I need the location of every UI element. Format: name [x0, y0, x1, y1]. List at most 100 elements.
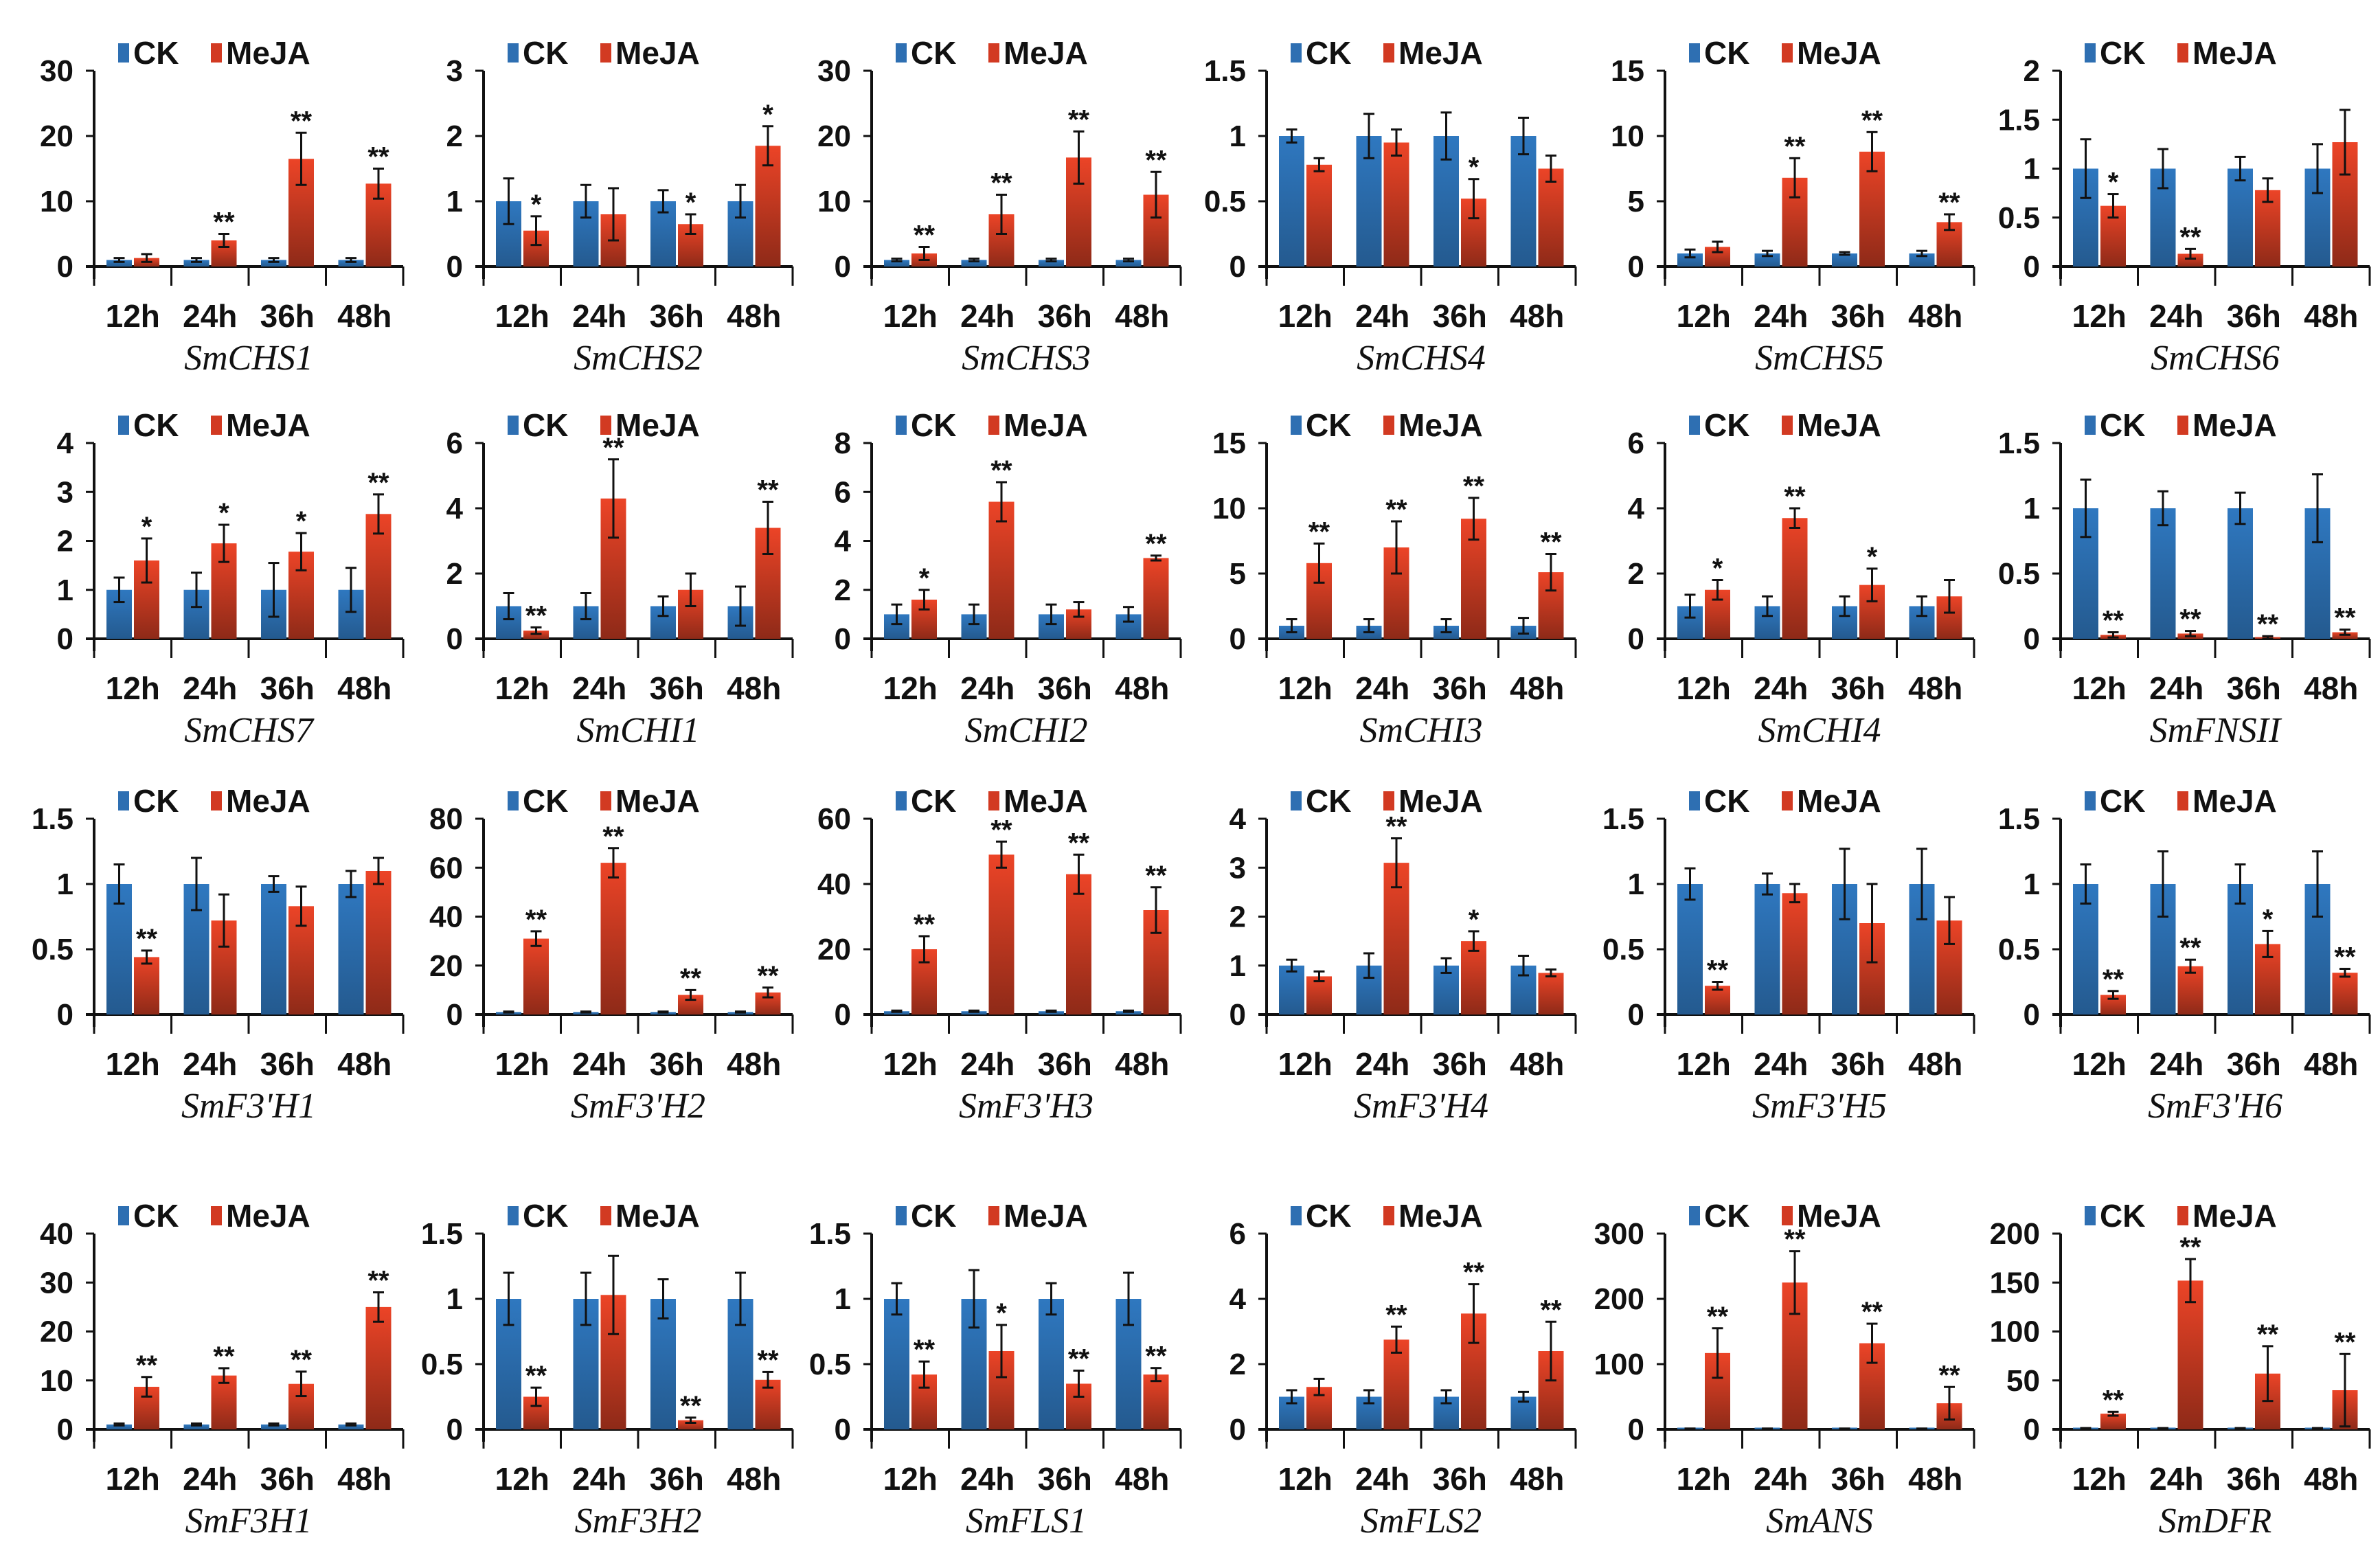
ck-error-bar — [2312, 143, 2323, 194]
legend-label-ck: CK — [1306, 783, 1351, 819]
y-tick-label: 10 — [1611, 120, 1644, 153]
meja-error-bar — [1944, 213, 1955, 231]
legend-label-ck: CK — [1306, 1198, 1351, 1234]
meja-error-bar — [1712, 579, 1723, 601]
meja-error-bar — [918, 246, 930, 261]
significance-label: ** — [1784, 481, 1806, 512]
ck-error-bar — [268, 257, 280, 263]
y-tick-label: 60 — [817, 802, 851, 836]
significance-label: ** — [990, 168, 1012, 199]
x-tick-label: 24h — [1754, 298, 1808, 334]
ck-error-bar — [268, 875, 280, 893]
meja-error-bar — [1712, 240, 1723, 253]
gene-title: SmF3H1 — [185, 1501, 313, 1541]
x-tick-label: 36h — [1038, 1046, 1092, 1082]
legend-label-meja: MeJA — [1398, 783, 1483, 819]
x-tick-label: 36h — [1831, 670, 1885, 706]
y-tick-label: 0 — [2024, 1413, 2040, 1447]
meja-error-bar — [685, 213, 696, 235]
x-tick-label: 36h — [1433, 1046, 1487, 1082]
meja-error-bar — [2262, 177, 2274, 203]
ck-bar — [338, 884, 364, 1014]
meja-error-bar — [996, 194, 1007, 235]
y-tick-label: 1.5 — [32, 802, 73, 836]
meja-error-bar — [1391, 520, 1402, 575]
ck-error-bar — [191, 1422, 202, 1427]
y-tick-label: 2 — [446, 557, 463, 591]
legend-swatch-ck — [896, 1206, 907, 1225]
x-tick-label: 36h — [1433, 298, 1487, 334]
legend-swatch-ck — [896, 791, 907, 810]
meja-bar — [2332, 973, 2358, 1014]
ck-error-bar — [345, 870, 356, 898]
legend-label-meja: MeJA — [1004, 783, 1088, 819]
y-tick-label: 6 — [835, 475, 851, 509]
meja-error-bar — [1468, 930, 1480, 952]
legend: CK MeJA — [118, 783, 310, 819]
meja-error-bar — [1866, 567, 1878, 602]
x-tick-label: 48h — [337, 670, 392, 706]
legend-swatch-meja — [211, 416, 222, 435]
ck-bar — [1039, 260, 1064, 267]
ck-error-bar — [580, 1271, 591, 1326]
legend-label-meja: MeJA — [615, 1198, 700, 1234]
x-tick-label: 24h — [183, 670, 237, 706]
meja-bar — [2177, 966, 2203, 1014]
legend-swatch-ck — [508, 416, 519, 435]
legend-label-ck: CK — [523, 35, 568, 71]
gene-title: SmF3'H4 — [1354, 1087, 1488, 1126]
meja-error-bar — [2107, 1410, 2119, 1417]
gene-title: SmFLS2 — [1361, 1501, 1482, 1541]
significance-label: ** — [2179, 933, 2201, 963]
legend-swatch-meja — [988, 416, 999, 435]
ck-bar — [1677, 253, 1703, 267]
ck-error-bar — [2080, 478, 2092, 539]
meja-error-bar — [1073, 853, 1085, 895]
meja-error-bar — [373, 168, 384, 200]
ck-error-bar — [891, 258, 903, 262]
x-tick-label: 36h — [1038, 670, 1092, 706]
ck-error-bar — [657, 1278, 669, 1319]
ck-error-bar — [657, 189, 669, 214]
x-tick-label: 24h — [183, 1046, 237, 1082]
significance-label: ** — [602, 433, 624, 463]
x-tick-label: 48h — [1908, 1046, 1962, 1082]
ck-error-bar — [1363, 952, 1374, 979]
meja-bar — [1306, 976, 1332, 1014]
meja-bar — [678, 1420, 703, 1429]
meja-error-bar — [1866, 131, 1878, 172]
significance-label: * — [141, 512, 152, 542]
legend-swatch-ck — [508, 1206, 519, 1225]
y-tick-label: 1.5 — [1998, 103, 2040, 137]
ck-bar — [2073, 884, 2098, 1014]
ck-error-bar — [2157, 490, 2168, 527]
legend-label-meja: MeJA — [615, 783, 700, 819]
y-tick-label: 0 — [1628, 998, 1644, 1032]
legend: CK MeJA — [508, 35, 700, 71]
y-tick-label: 0 — [1628, 1413, 1644, 1447]
legend-label-ck: CK — [911, 1198, 956, 1234]
x-tick-label: 12h — [495, 1046, 549, 1082]
legend-label-meja: MeJA — [1004, 35, 1088, 71]
ck-error-bar — [968, 258, 979, 262]
x-tick-label: 36h — [260, 670, 315, 706]
chart-panel: 0 2 4 6 12h ** 24h ** 36h ** 48h SmFLS2 CK MeJA — [1229, 1198, 1577, 1541]
legend-swatch-ck — [118, 1206, 129, 1225]
significance-label: * — [2263, 904, 2274, 934]
significance-label: ** — [2103, 606, 2124, 636]
legend-swatch-ck — [508, 43, 519, 63]
ck-error-bar — [657, 595, 669, 617]
legend-swatch-meja — [1383, 1206, 1394, 1225]
ck-bar — [1909, 253, 1935, 267]
legend-swatch-meja — [2177, 1206, 2188, 1225]
significance-label: ** — [1385, 812, 1407, 842]
meja-bar — [1782, 518, 1808, 639]
meja-error-bar — [295, 131, 307, 186]
legend-swatch-ck — [896, 416, 907, 435]
x-tick-label: 24h — [2149, 670, 2203, 706]
x-tick-label: 24h — [572, 670, 626, 706]
y-tick-label: 0 — [835, 1413, 851, 1447]
y-tick-label: 0 — [1229, 622, 1246, 656]
significance-label: * — [996, 1298, 1007, 1328]
ck-error-bar — [1286, 618, 1297, 633]
